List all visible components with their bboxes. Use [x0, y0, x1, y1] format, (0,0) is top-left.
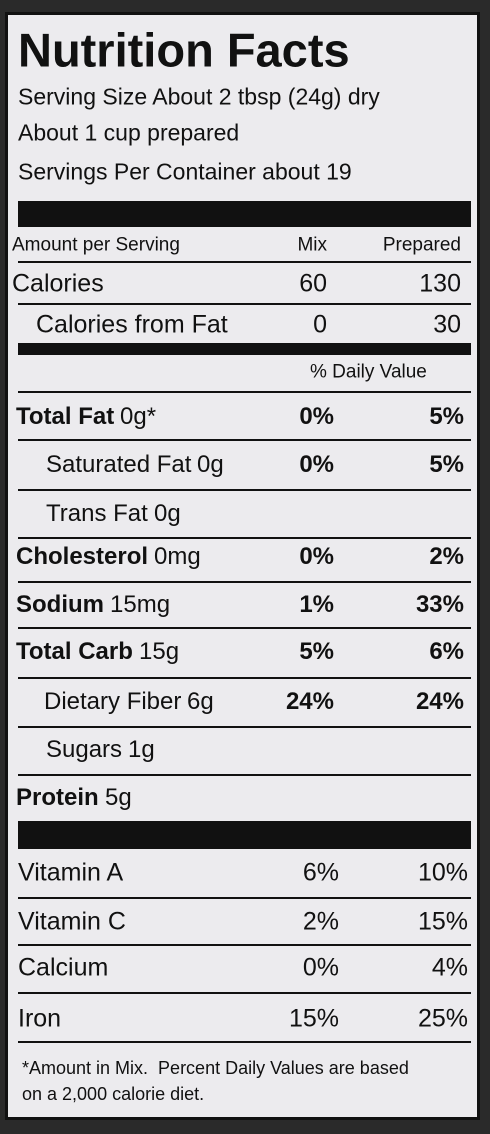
nutrient-label: Protein — [16, 784, 99, 811]
rule — [18, 821, 471, 849]
vitamin-label: Iron — [18, 1004, 62, 1033]
vitamin-label: Vitamin A — [18, 858, 124, 887]
nutrient-amount: 1g — [128, 736, 155, 763]
rule — [18, 677, 471, 679]
serving-line: About 1 cup prepared — [18, 119, 240, 146]
nutrient-amount: 0g — [154, 500, 181, 527]
calorie-value: 0 — [313, 310, 327, 339]
nutrient-amount: 0g — [197, 451, 224, 478]
calorie-value: 30 — [433, 310, 461, 339]
vitamin-prepared: 10% — [417, 858, 468, 887]
percent-mix: 0% — [299, 451, 334, 478]
nutrient-amount: 15g — [139, 638, 180, 665]
daily-value-header: % Daily Value — [310, 361, 427, 383]
rule — [18, 537, 471, 539]
nutrient-amount: 0mg — [154, 543, 201, 570]
percent-mix: 0% — [299, 403, 334, 430]
percent-prepared: 2% — [429, 543, 464, 570]
nutrient-label: Total Fat — [16, 403, 115, 430]
calorie-label: Calories from Fat — [36, 310, 228, 339]
column-header: Amount per Serving — [12, 234, 180, 256]
calorie-value: 130 — [419, 269, 461, 298]
nutrient-label: Dietary Fiber — [44, 688, 182, 715]
vitamin-mix: 6% — [302, 858, 339, 887]
percent-prepared: 5% — [429, 403, 464, 430]
nutrient-amount: 15mg — [110, 591, 171, 618]
serving-line: Servings Per Container about 19 — [18, 158, 352, 185]
rule — [18, 581, 471, 583]
vitamin-label: Vitamin C — [18, 907, 126, 936]
vitamin-mix: 0% — [302, 953, 339, 982]
vitamin-mix: 2% — [302, 907, 339, 936]
rule — [18, 439, 471, 441]
nutrient-amount: 6g — [187, 688, 214, 715]
rule — [18, 627, 471, 629]
nutrient-label: Total Carb — [16, 638, 133, 665]
vitamin-label: Calcium — [18, 953, 109, 982]
rule — [18, 489, 471, 491]
nutrient-label: Sodium — [16, 591, 104, 618]
percent-prepared: 24% — [415, 688, 464, 715]
nutrient-label: Cholesterol — [16, 543, 149, 570]
rule — [18, 343, 471, 355]
rule — [18, 897, 471, 899]
percent-prepared: 5% — [429, 451, 464, 478]
percent-mix: 0% — [299, 543, 334, 570]
calorie-label: Calories — [12, 269, 104, 298]
vitamin-prepared: 25% — [417, 1004, 468, 1033]
rule — [18, 1041, 471, 1043]
nutrient-label: Trans Fat — [46, 500, 148, 527]
rule — [18, 944, 471, 946]
rule — [18, 201, 471, 227]
nutrient-amount: 5g — [105, 784, 132, 811]
nutrient-label: Saturated Fat — [46, 451, 192, 478]
nutrition-label: Nutrition Facts Serving Size About 2 tbsp… — [5, 12, 480, 1120]
footnote: *Amount in Mix. Percent Daily Values are… — [22, 1058, 409, 1078]
percent-mix: 5% — [299, 638, 334, 665]
rule — [18, 303, 471, 305]
percent-mix: 24% — [285, 688, 334, 715]
serving-line: Serving Size About 2 tbsp (24g) dry — [18, 83, 380, 110]
percent-prepared: 33% — [415, 591, 464, 618]
footnote: on a 2,000 calorie diet. — [22, 1084, 205, 1104]
rule — [18, 726, 471, 728]
nutrient-amount: 0g* — [120, 403, 157, 430]
column-header: Mix — [297, 234, 327, 256]
vitamin-prepared: 15% — [417, 907, 468, 936]
calorie-value: 60 — [299, 269, 327, 298]
vitamin-prepared: 4% — [431, 953, 468, 982]
rule — [18, 391, 471, 393]
title: Nutrition Facts — [18, 23, 350, 77]
column-header: Prepared — [382, 234, 461, 256]
percent-prepared: 6% — [429, 638, 464, 665]
rule — [18, 261, 471, 263]
nutrient-label: Sugars — [46, 736, 123, 763]
vitamin-mix: 15% — [288, 1004, 339, 1033]
percent-mix: 1% — [299, 591, 334, 618]
rule — [18, 774, 471, 776]
rule — [18, 992, 471, 994]
